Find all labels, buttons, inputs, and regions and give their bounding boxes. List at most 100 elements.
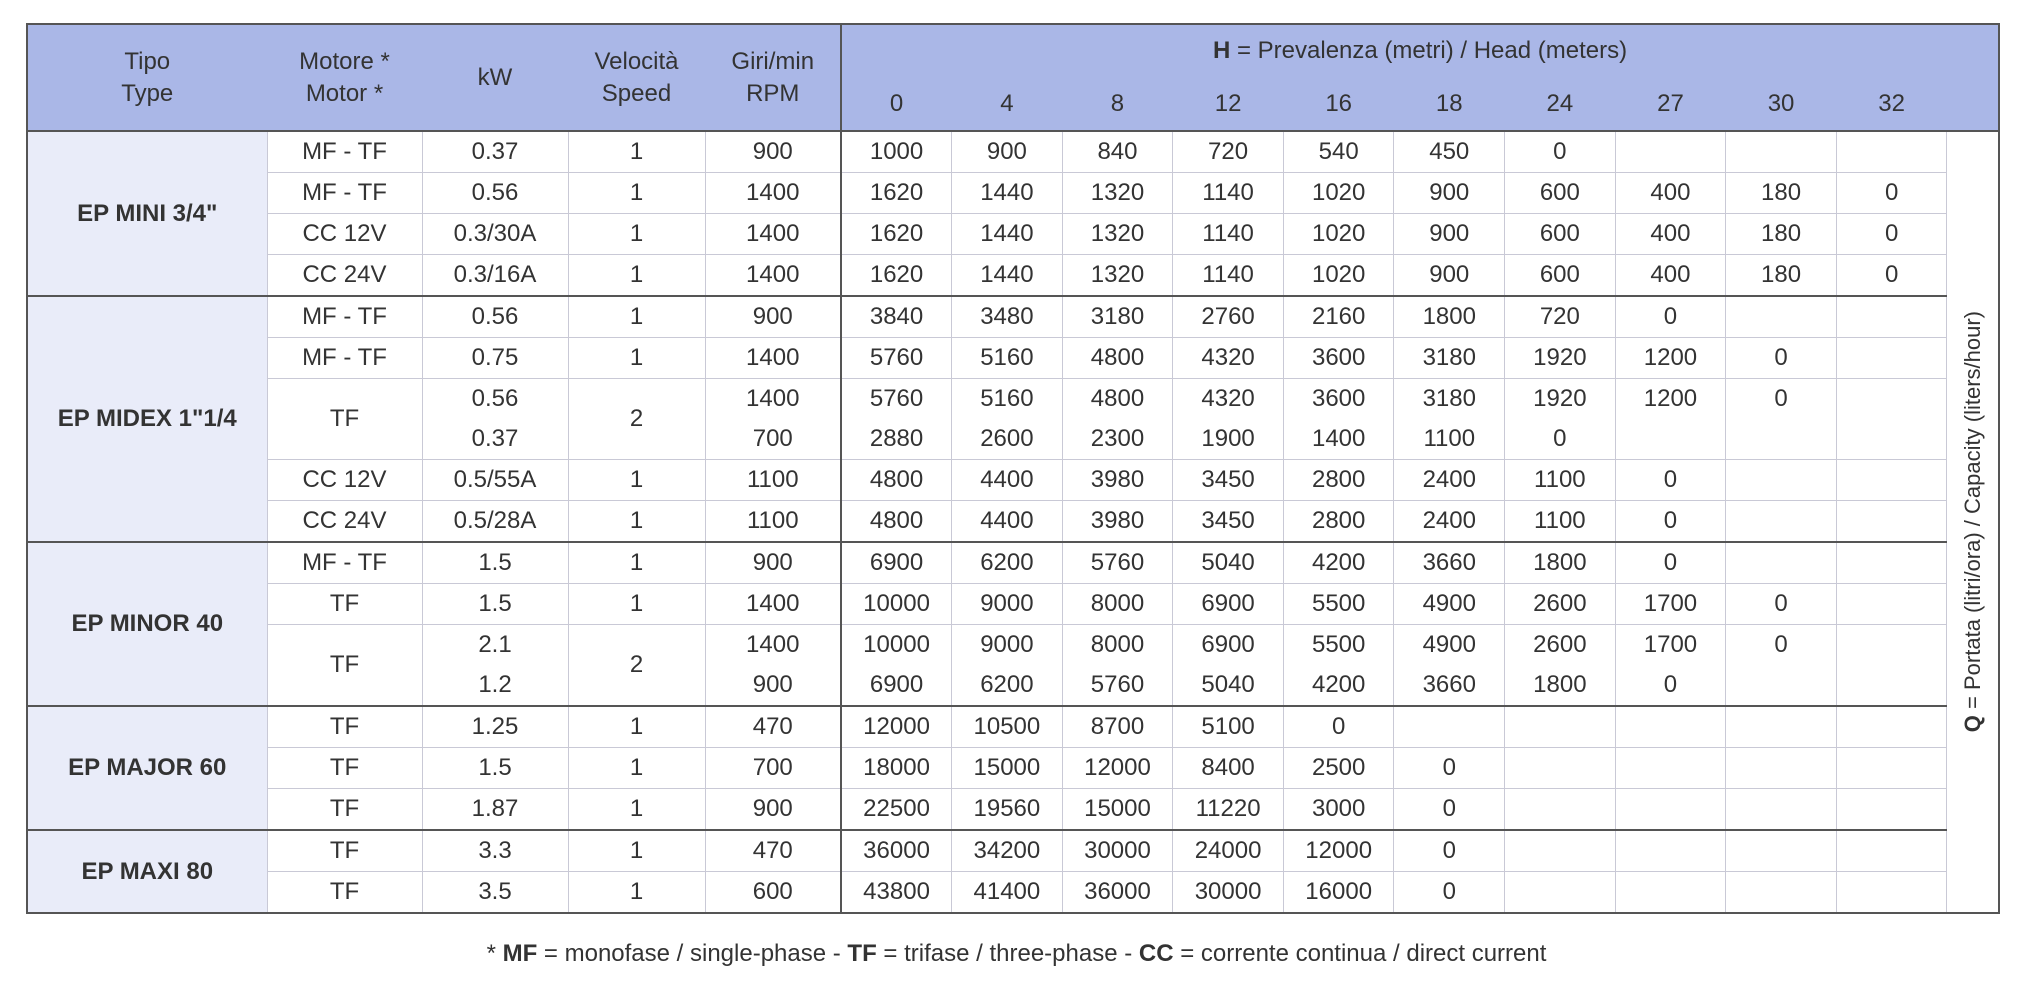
motor: MF - TF bbox=[266, 130, 423, 173]
capacity: 12000 bbox=[1061, 747, 1174, 789]
capacity: 1140 bbox=[1172, 254, 1284, 297]
side-text: = Portata (litri/ora) / Capacity (liters… bbox=[1959, 311, 1985, 716]
capacity: 0 bbox=[1725, 624, 1837, 666]
footnote-abbr: MF bbox=[502, 940, 538, 967]
capacity: 1020 bbox=[1282, 254, 1395, 297]
header-text: Giri/min bbox=[731, 48, 815, 76]
capacity: 1700 bbox=[1614, 624, 1727, 666]
capacity: 30000 bbox=[1061, 829, 1174, 872]
empty-cell bbox=[1835, 705, 1948, 748]
capacity: 1800 bbox=[1504, 665, 1616, 707]
side-label: Q = Portata (litri/ora) / Capacity (lite… bbox=[1946, 130, 2000, 914]
capacity: 0 bbox=[1393, 871, 1506, 914]
table-header: Tipo Type Motore * Motor * kW Velocità Speed Gi… bbox=[26, 23, 2000, 132]
rpm: 470 bbox=[704, 829, 842, 872]
motor: TF bbox=[266, 378, 423, 460]
motor: CC 12V bbox=[266, 213, 423, 255]
capacity: 11220 bbox=[1172, 788, 1284, 831]
capacity: 0 bbox=[1504, 130, 1616, 173]
motor: TF bbox=[266, 747, 423, 789]
capacity: 3450 bbox=[1172, 500, 1284, 543]
capacity: 1920 bbox=[1504, 378, 1616, 420]
empty-cell bbox=[1504, 788, 1616, 831]
kw: 0.3/16A bbox=[421, 254, 569, 297]
motor: MF - TF bbox=[266, 541, 423, 584]
motor: TF bbox=[266, 624, 423, 707]
kw: 0.5/28A bbox=[421, 500, 569, 543]
empty-cell bbox=[1614, 130, 1727, 173]
capacity: 9000 bbox=[951, 624, 1063, 666]
empty-cell bbox=[1835, 624, 1948, 666]
speed: 2 bbox=[567, 378, 706, 460]
capacity: 1620 bbox=[840, 172, 953, 214]
capacity: 6200 bbox=[951, 541, 1063, 584]
header-text: kW bbox=[477, 63, 513, 91]
capacity: 1020 bbox=[1282, 213, 1395, 255]
table-body: EP MINI 3/4" MF - TF 0.37 1 900 1000 900 840 720… bbox=[26, 130, 2000, 914]
capacity: 1620 bbox=[840, 213, 953, 255]
speed: 1 bbox=[567, 747, 706, 789]
capacity: 450 bbox=[1393, 130, 1506, 173]
capacity: 0 bbox=[1614, 459, 1727, 501]
table-row: CC 12V 0.3/30A 1 1400 1620 1440 1320 1140 1020 90… bbox=[27, 213, 1999, 255]
kw: 0.56 bbox=[421, 295, 569, 338]
head-value: 0 bbox=[840, 77, 953, 132]
rpm: 700 bbox=[704, 419, 842, 460]
rpm: 900 bbox=[704, 665, 842, 707]
empty-cell bbox=[1614, 747, 1727, 789]
speed: 1 bbox=[567, 500, 706, 543]
capacity: 5100 bbox=[1172, 705, 1284, 748]
rpm: 1400 bbox=[704, 254, 842, 297]
motor: CC 12V bbox=[266, 459, 423, 501]
speed: 1 bbox=[567, 213, 706, 255]
empty-cell bbox=[1725, 747, 1837, 789]
capacity: 36000 bbox=[840, 829, 953, 872]
model-name: EP MINI 3/4" bbox=[26, 130, 268, 297]
side-label-text: Q = Portata (litri/ora) / Capacity (lite… bbox=[1960, 311, 1986, 732]
capacity: 0 bbox=[1393, 788, 1506, 831]
capacity: 4800 bbox=[840, 459, 953, 501]
head-symbol: H bbox=[1212, 37, 1231, 65]
capacity: 3180 bbox=[1061, 295, 1174, 338]
capacity: 10500 bbox=[951, 705, 1063, 748]
empty-cell bbox=[1393, 705, 1506, 748]
table-row: MF - TF 0.56 1 1400 1620 1440 1320 1140 1020 900 6… bbox=[27, 172, 1999, 214]
capacity: 1140 bbox=[1172, 213, 1284, 255]
capacity: 2300 bbox=[1061, 419, 1174, 460]
capacity: 900 bbox=[1393, 172, 1506, 214]
motor: CC 24V bbox=[266, 500, 423, 543]
header-row: Tipo Type Motore * Motor * kW Velocità Speed Gi… bbox=[26, 23, 2000, 132]
capacity: 840 bbox=[1061, 130, 1174, 173]
kw: 1.87 bbox=[421, 788, 569, 831]
capacity: 12000 bbox=[1282, 829, 1395, 872]
empty-cell bbox=[1614, 419, 1727, 460]
capacity: 2800 bbox=[1282, 459, 1395, 501]
capacity: 3660 bbox=[1393, 665, 1506, 707]
capacity: 1800 bbox=[1393, 295, 1506, 338]
header-cell: Tipo Type bbox=[26, 23, 268, 132]
capacity: 1620 bbox=[840, 254, 953, 297]
empty-cell bbox=[1725, 871, 1837, 914]
rpm: 700 bbox=[704, 747, 842, 789]
capacity: 4320 bbox=[1172, 337, 1284, 379]
capacity: 36000 bbox=[1061, 871, 1174, 914]
capacity: 0 bbox=[1614, 500, 1727, 543]
capacity: 3480 bbox=[951, 295, 1063, 338]
kw: 1.5 bbox=[421, 747, 569, 789]
speed: 1 bbox=[567, 788, 706, 831]
empty-cell bbox=[1614, 829, 1727, 872]
kw: 3.5 bbox=[421, 871, 569, 914]
capacity: 8000 bbox=[1061, 583, 1174, 625]
empty-cell bbox=[1614, 871, 1727, 914]
capacity: 1920 bbox=[1504, 337, 1616, 379]
kw: 0.75 bbox=[421, 337, 569, 379]
capacity: 4800 bbox=[840, 500, 953, 543]
capacity: 6900 bbox=[1172, 624, 1284, 666]
empty-cell bbox=[1835, 871, 1948, 914]
table-row: TF 0.56 2 1400 5760 5160 4800 4320 3600 3180 1920 1… bbox=[27, 378, 1999, 460]
pump-table: Tipo Type Motore * Motor * kW Velocità Speed Gi… bbox=[26, 23, 2001, 914]
empty-cell bbox=[1725, 541, 1837, 584]
empty-cell bbox=[1725, 705, 1837, 748]
capacity: 0 bbox=[1725, 583, 1837, 625]
capacity: 2600 bbox=[951, 419, 1063, 460]
